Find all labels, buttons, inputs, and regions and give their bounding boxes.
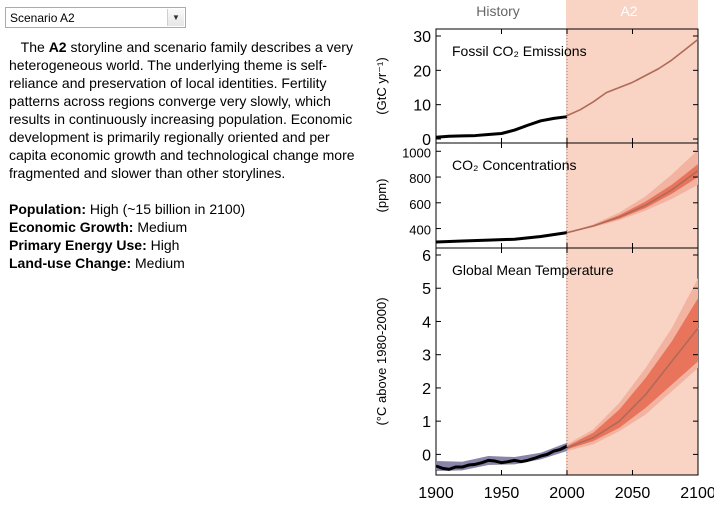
x-tick-label: 1950 [484, 485, 520, 502]
history-line [435, 231, 568, 244]
y-axis-label: (ppm) [374, 179, 389, 213]
y-tick-label: 0 [422, 447, 431, 464]
y-axis-label: (GtC yr⁻¹) [374, 57, 389, 114]
x-tick-label: 2050 [615, 485, 651, 502]
stat-value: Medium [131, 255, 185, 271]
y-tick-label: 1000 [402, 145, 431, 160]
x-tick-label: 1900 [418, 485, 454, 502]
stat-population: Population: High (~15 billion in 2100) [9, 200, 245, 218]
stat-value: Medium [133, 219, 188, 235]
projection-line [566, 38, 699, 117]
x-tick-label: 2000 [549, 485, 585, 502]
y-tick-label: 20 [413, 63, 431, 80]
panel-title: Global Mean Temperature [452, 262, 614, 278]
y-axis-label: (°C above 1980-2000) [374, 297, 389, 425]
projection-range-inner [567, 298, 698, 450]
stat-label: Land-use Change: [9, 255, 132, 271]
description-scenario-name: A2 [48, 39, 67, 55]
stat-land-use-change: Land-use Change: Medium [9, 254, 245, 272]
y-tick-label: 1 [422, 414, 431, 431]
stat-label: Population: [9, 201, 86, 217]
stat-economic-growth: Economic Growth: Medium [9, 218, 245, 236]
y-tick-label: 30 [413, 29, 431, 46]
y-tick-label: 600 [409, 197, 431, 212]
chevron-down-icon[interactable]: ▼ [167, 9, 184, 26]
history-line [435, 444, 568, 471]
stat-label: Primary Energy Use: [9, 237, 147, 253]
x-tick-label: 2100 [680, 485, 714, 502]
scenario-select[interactable]: Scenario A2 ▼ [5, 7, 186, 28]
scenario-header: A2 [620, 3, 637, 19]
y-tick-label: 400 [409, 223, 431, 238]
history-line [435, 115, 568, 139]
projection-line [566, 327, 699, 449]
scenario-select-value: Scenario A2 [10, 10, 75, 25]
y-tick-label: 5 [422, 281, 431, 298]
y-tick-label: 4 [422, 314, 431, 331]
stat-value: High (~15 billion in 2100) [86, 201, 246, 217]
panel-title: CO₂ Concentrations [452, 157, 577, 173]
y-tick-label: 0 [422, 132, 431, 149]
chart-panel: 400 600 800 1000 CO₂ Concentrations (ppm) [374, 142, 699, 249]
scenario-description: The A2 storyline and scenario family des… [9, 38, 369, 182]
y-tick-label: 6 [422, 248, 431, 265]
panel-title: Fossil CO₂ Emissions [452, 43, 587, 59]
description-body: storyline and scenario family describes … [9, 39, 355, 181]
y-tick-label: 2 [422, 381, 431, 398]
projection-line [566, 169, 699, 234]
stat-value: High [146, 237, 180, 253]
y-tick-label: 800 [409, 171, 431, 186]
scenario-stats: Population: High (~15 billion in 2100) E… [9, 200, 245, 272]
y-tick-label: 3 [422, 348, 431, 365]
chart-panel: 0 1 2 3 4 5 6 1900 1950 2000 2050 2100 Global Mean T… [374, 247, 714, 502]
description-lead: The [20, 39, 49, 55]
stat-label: Economic Growth: [9, 219, 134, 235]
history-header: History [476, 3, 520, 19]
stat-primary-energy-use: Primary Energy Use: High [9, 236, 245, 254]
y-tick-label: 10 [413, 98, 431, 115]
